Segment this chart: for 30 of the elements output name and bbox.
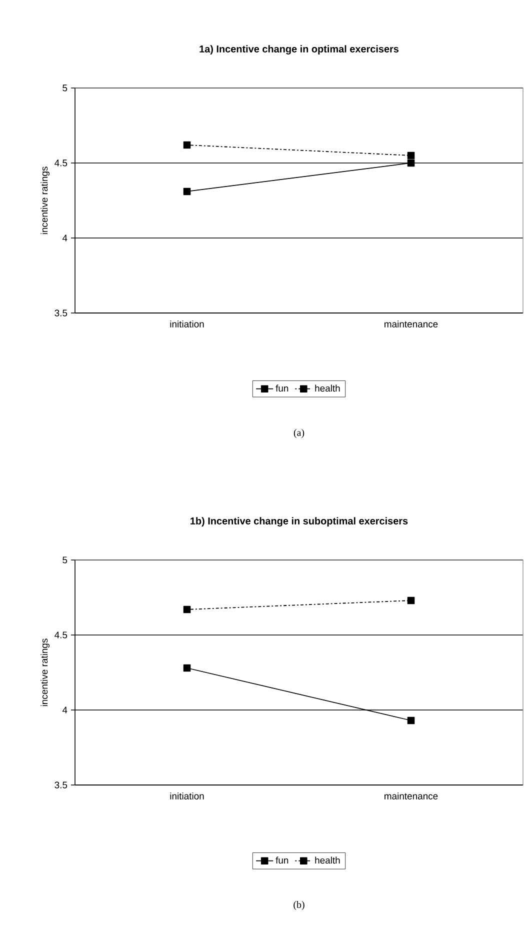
point xyxy=(183,664,191,672)
text: (a) xyxy=(294,429,304,438)
y-tick-label: 4.5 xyxy=(54,160,68,166)
legend-label: fun xyxy=(276,856,288,864)
text: (b) xyxy=(294,901,304,910)
y-tick-label: 4 xyxy=(62,706,68,714)
y-axis-title: incentive ratings xyxy=(40,638,50,706)
legend-label: health xyxy=(315,856,340,864)
point xyxy=(407,152,415,160)
y-tick-label: 4 xyxy=(62,234,68,242)
point xyxy=(183,141,191,149)
x-tick-label: maintenance xyxy=(384,792,438,800)
y-tick-label: 5 xyxy=(62,84,68,92)
point xyxy=(407,716,415,724)
chart-title: 1b) Incentive change in suboptimal exercisers xyxy=(190,517,408,526)
y-axis-title: incentive ratings xyxy=(40,166,50,234)
legend-label: health xyxy=(315,384,340,392)
x-tick-label: initiation xyxy=(170,320,204,328)
y-tick-label: 4.5 xyxy=(54,632,68,638)
x-tick-label: maintenance xyxy=(384,320,438,328)
legend-label: fun xyxy=(276,384,288,392)
point xyxy=(183,606,191,614)
x-tick-label: initiation xyxy=(170,792,204,800)
point xyxy=(407,159,415,167)
y-tick-label: 3.5 xyxy=(54,782,68,788)
y-tick-label: 5 xyxy=(62,556,68,564)
point xyxy=(183,188,191,196)
chart-title: 1a) Incentive change in optimal exercisers xyxy=(200,45,399,54)
point xyxy=(407,596,415,604)
y-tick-label: 3.5 xyxy=(54,310,68,316)
